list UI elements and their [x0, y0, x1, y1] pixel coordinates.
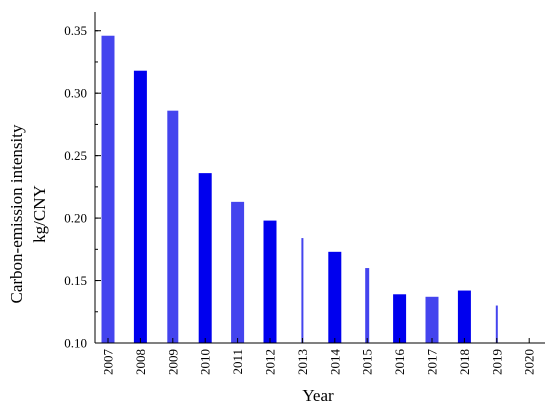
bar-2013	[301, 238, 304, 343]
bar-2007	[101, 35, 115, 343]
y-tick-label: 0.25	[64, 148, 87, 163]
x-tick-label-2019: 2019	[489, 349, 504, 375]
bar-2010	[198, 173, 212, 343]
bar-2012	[263, 220, 277, 343]
y-tick-label: 0.20	[64, 211, 87, 226]
y-axis-title-line1: Carbon-emission intensity	[7, 124, 26, 303]
x-axis: 2007 2008 2009 2010 2011 2012 2013 2014 2015 2016…	[95, 338, 545, 375]
x-tick-label-2013: 2013	[295, 349, 310, 375]
x-tick-label-2014: 2014	[327, 349, 342, 376]
bar-2011	[231, 201, 245, 343]
x-tick-label-2016: 2016	[392, 349, 407, 376]
y-axis-title-line2: kg/CNY	[30, 185, 49, 243]
x-tick-label-2011: 2011	[230, 349, 245, 375]
y-tick-label: 0.10	[64, 336, 87, 351]
y-tick-label: 0.35	[64, 23, 87, 38]
y-tick-label: 0.30	[64, 86, 87, 101]
y-axis: 0.10 0.15 0.20 0.25 0.30 0.35	[64, 12, 101, 351]
x-tick-label-2012: 2012	[263, 349, 278, 375]
bar-2015	[365, 268, 370, 343]
bar-2018	[457, 290, 471, 343]
bar-2019	[495, 305, 498, 343]
bars-group	[101, 35, 498, 343]
bar-2017	[425, 296, 439, 343]
x-tick-label-2007: 2007	[101, 349, 116, 376]
x-axis-title: Year	[302, 386, 334, 405]
x-tick-label-2009: 2009	[165, 349, 180, 375]
x-tick-label-2010: 2010	[198, 349, 213, 375]
x-tick-label-2017: 2017	[425, 349, 440, 376]
bar-2008	[133, 70, 147, 343]
x-tick-label-2008: 2008	[133, 349, 148, 375]
x-tick-label-2018: 2018	[457, 349, 472, 375]
bar-2014	[328, 251, 342, 343]
x-tick-label-2020: 2020	[522, 349, 537, 375]
y-tick-label: 0.15	[64, 273, 87, 288]
bar-2016	[393, 294, 407, 343]
bar-2009	[167, 110, 179, 343]
x-tick-label-2015: 2015	[360, 349, 375, 375]
